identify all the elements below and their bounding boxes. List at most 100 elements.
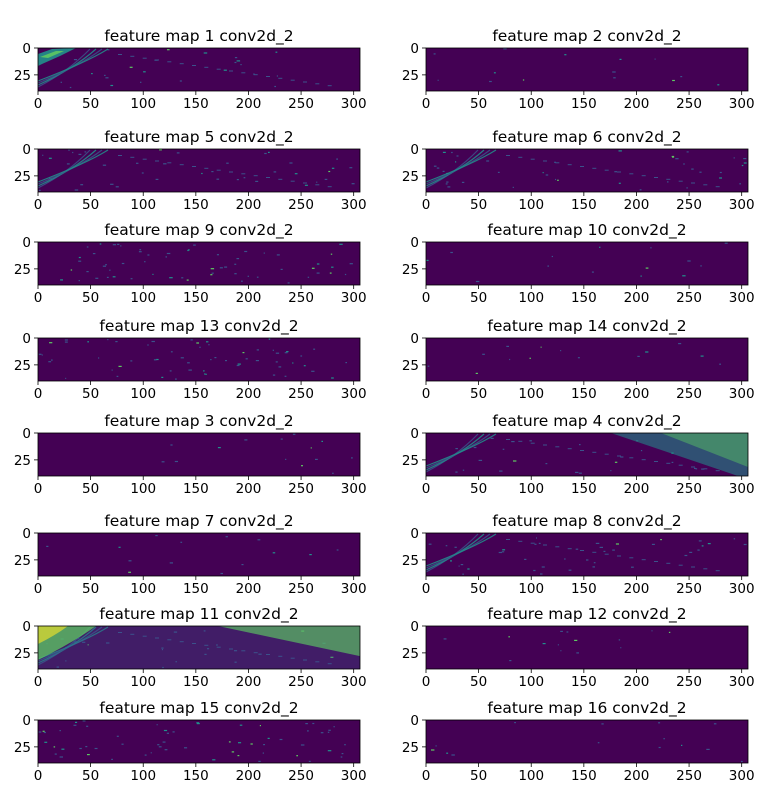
activation-trail bbox=[278, 77, 283, 79]
activation-speck bbox=[330, 253, 333, 255]
x-tick-label: 50 bbox=[470, 290, 487, 306]
activation-speck bbox=[210, 268, 215, 270]
activation-trail bbox=[641, 559, 646, 561]
activation-speck bbox=[475, 280, 480, 283]
activation-speck bbox=[443, 638, 447, 640]
activation-speck bbox=[340, 756, 343, 758]
x-tick-label: 0 bbox=[422, 674, 431, 690]
x-tick-label: 150 bbox=[183, 290, 209, 306]
x-tick-label: 200 bbox=[236, 386, 262, 402]
activation-speck bbox=[275, 361, 278, 363]
activation-trail bbox=[142, 158, 147, 160]
activation-speck bbox=[173, 631, 178, 633]
activation-trail bbox=[192, 643, 196, 644]
y-tick-label: 25 bbox=[14, 453, 31, 469]
activation-speck bbox=[78, 256, 81, 259]
activation-speck bbox=[508, 636, 510, 638]
activation-speck bbox=[538, 542, 541, 544]
activation-trail bbox=[543, 544, 547, 546]
activation-speck bbox=[111, 369, 113, 371]
x-tick-label: 250 bbox=[676, 96, 702, 112]
activation-speck bbox=[226, 162, 229, 164]
activation-trail bbox=[715, 186, 720, 188]
x-tick-label: 0 bbox=[422, 768, 431, 784]
activation-speck bbox=[311, 370, 315, 372]
x-tick-label: 250 bbox=[676, 581, 702, 597]
activation-speck bbox=[597, 742, 600, 744]
activation-trail bbox=[506, 539, 510, 540]
activation-trail bbox=[580, 550, 584, 551]
activation-speck bbox=[296, 755, 298, 757]
activation-speck bbox=[48, 361, 52, 363]
activation-speck bbox=[681, 744, 683, 746]
axes-frame bbox=[37, 432, 361, 477]
heatmap-image bbox=[426, 242, 748, 285]
feature-map-panel: feature map 14 conv2d_20 50 100 150 200 250 30… bbox=[402, 317, 755, 402]
x-tick-label: 250 bbox=[676, 481, 702, 497]
activation-speck bbox=[719, 171, 722, 174]
axes-frame bbox=[425, 532, 749, 577]
axes-frame bbox=[37, 148, 361, 193]
activation-speck bbox=[555, 178, 557, 181]
x-tick-label: 300 bbox=[729, 768, 755, 784]
activation-speck bbox=[87, 644, 89, 646]
activation-speck bbox=[509, 358, 511, 361]
activation-speck bbox=[234, 650, 238, 652]
axes-frame bbox=[425, 148, 749, 193]
activation-speck bbox=[743, 162, 747, 164]
activation-speck bbox=[591, 271, 594, 273]
activation-speck bbox=[542, 643, 546, 645]
activation-trail bbox=[530, 542, 535, 544]
heatmap-image bbox=[426, 338, 748, 381]
activation-speck bbox=[564, 54, 567, 56]
activation-speck bbox=[506, 345, 509, 347]
activation-speck bbox=[694, 467, 696, 469]
y-tick-label: 0 bbox=[410, 41, 419, 57]
activation-speck bbox=[575, 471, 579, 473]
activation-streak bbox=[37, 626, 109, 660]
activation-speck bbox=[576, 652, 579, 654]
panel-title: feature map 4 conv2d_2 bbox=[492, 412, 681, 431]
panel-title: feature map 8 conv2d_2 bbox=[492, 512, 681, 531]
axes-frame bbox=[37, 47, 361, 92]
x-tick-label: 200 bbox=[624, 96, 650, 112]
activation-speck bbox=[203, 630, 206, 632]
activation-speck bbox=[313, 348, 316, 350]
activation-speck bbox=[274, 85, 276, 88]
activation-speck bbox=[284, 352, 288, 354]
activation-speck bbox=[733, 157, 735, 159]
panel-title: feature map 6 conv2d_2 bbox=[492, 128, 681, 147]
x-tick-label: 200 bbox=[624, 386, 650, 402]
activation-speck bbox=[205, 373, 207, 375]
activation-speck bbox=[120, 245, 122, 247]
heatmap-image bbox=[426, 48, 748, 91]
heatmap-image bbox=[38, 433, 360, 476]
activation-speck bbox=[612, 549, 615, 551]
activation-speck bbox=[460, 564, 464, 566]
y-tick-label: 0 bbox=[22, 331, 31, 347]
activation-speck bbox=[225, 360, 227, 362]
activation-speck bbox=[129, 66, 133, 68]
activation-speck bbox=[201, 172, 203, 175]
activation-speck bbox=[331, 266, 334, 268]
activation-speck bbox=[216, 178, 220, 180]
x-tick-label: 200 bbox=[236, 674, 262, 690]
x-tick-label: 50 bbox=[82, 481, 99, 497]
activation-trail bbox=[290, 79, 295, 81]
x-tick-label: 100 bbox=[130, 481, 156, 497]
panel-title: feature map 11 conv2d_2 bbox=[99, 605, 298, 624]
activation-band-core bbox=[661, 433, 748, 467]
x-tick-label: 0 bbox=[422, 581, 431, 597]
activation-speck bbox=[446, 181, 449, 183]
x-tick-label: 200 bbox=[624, 290, 650, 306]
activation-speck bbox=[162, 741, 166, 743]
activation-speck bbox=[74, 189, 79, 191]
activation-speck bbox=[219, 267, 223, 269]
activation-speck bbox=[85, 746, 88, 748]
activation-trail bbox=[130, 156, 135, 158]
activation-speck bbox=[345, 362, 347, 364]
activation-speck bbox=[144, 261, 146, 263]
activation-speck bbox=[56, 666, 59, 668]
activation-speck bbox=[349, 167, 353, 169]
activation-speck bbox=[486, 160, 490, 162]
